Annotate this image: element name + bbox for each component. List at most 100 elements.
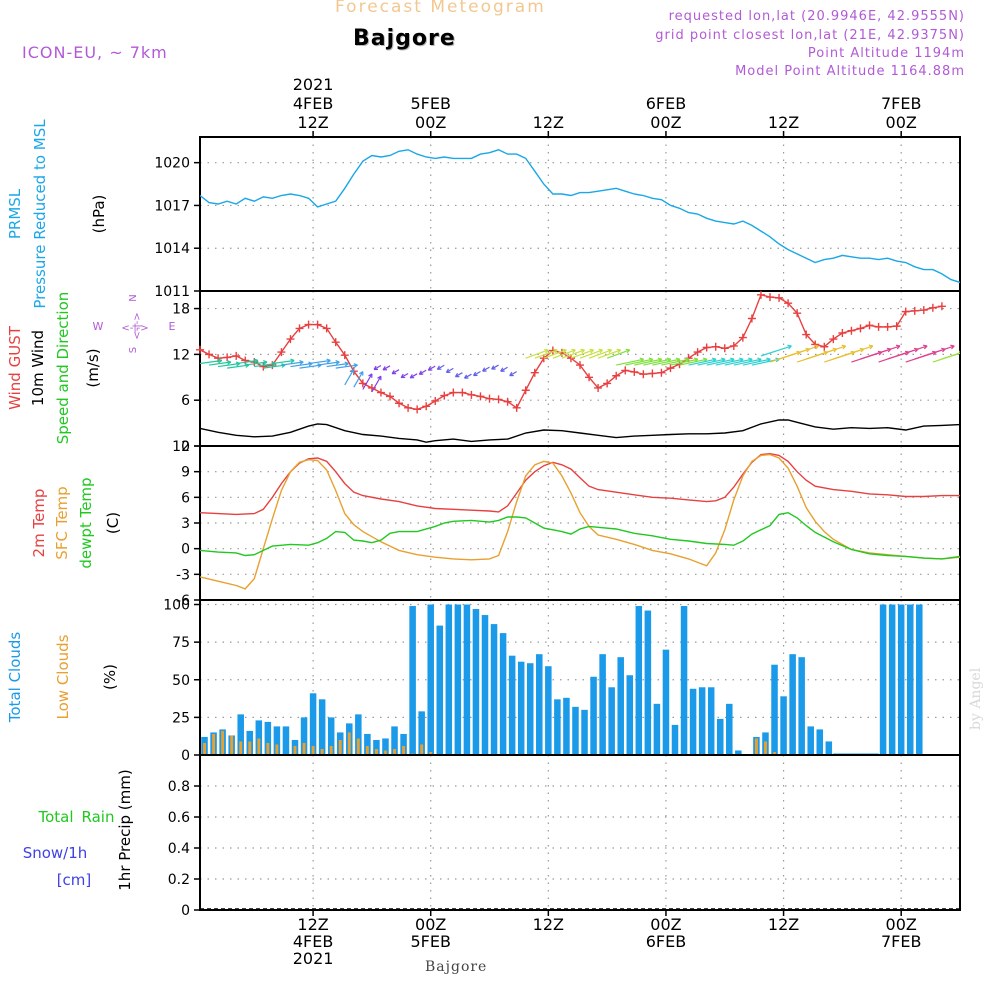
- wind-gust-marker-76: [883, 322, 892, 331]
- wind-gust-marker-59: [729, 341, 738, 350]
- clouds-total-bar-58: [726, 703, 733, 755]
- clouds-total-bar-29: [463, 604, 471, 755]
- clouds-total-bar-17: [355, 714, 362, 755]
- clouds-total-bar-23: [409, 606, 416, 755]
- wind-arrow-shaft-47: [625, 358, 653, 366]
- wind-gust-marker-55: [693, 348, 702, 357]
- wind-arrow-head-82: [968, 348, 972, 352]
- wind-label-3: (m/s): [84, 348, 102, 387]
- clouds-total-bar-40: [563, 697, 570, 755]
- wind-arrow-shaft-31: [473, 370, 481, 377]
- wind-arrow-shaft-16: [344, 369, 355, 386]
- top-time-label-5-0: 7FEB: [881, 94, 921, 113]
- wind-arrow-shaft-25: [418, 369, 427, 375]
- wind-gust-marker-43: [585, 373, 594, 382]
- top-time-label-0-1: 4FEB: [293, 94, 333, 113]
- wind-arrow-head-62: [787, 344, 792, 350]
- wind-arrow-head-0: [217, 358, 223, 364]
- wind-arrow-head-8: [290, 358, 295, 364]
- clouds-total-bar-66: [798, 657, 805, 755]
- wind-arrow-head-20: [373, 365, 379, 371]
- temp-label-2: dewpt Temp: [77, 477, 95, 568]
- wind-arrow-shaft-14: [326, 362, 349, 368]
- clouds-label-2: (%): [101, 664, 119, 690]
- wind-arrow-shaft-24: [409, 373, 418, 379]
- wind-gust-marker-69: [820, 342, 829, 351]
- wind-ytick-label-0: 0: [181, 439, 190, 455]
- top-time-label-2-0: 12Z: [533, 113, 564, 132]
- wind-arrow-shaft-49: [643, 358, 671, 366]
- wind-arrow-shaft-2: [218, 362, 240, 368]
- wind-arrow-head-43: [607, 348, 613, 354]
- clouds-total-bar-52: [671, 724, 679, 755]
- clouds-total-bar-49: [644, 610, 652, 755]
- clouds-low-bar-3: [230, 735, 234, 755]
- clouds-low-bar-20: [384, 750, 387, 755]
- wind-gust-marker-14: [322, 324, 331, 333]
- wind-gust-marker-61: [747, 314, 756, 323]
- wind-arrow-shaft-60: [742, 358, 771, 366]
- clouds-total-bar-24: [418, 711, 425, 755]
- wind-arrow-head-83: [977, 345, 981, 349]
- wind-gust-marker-24: [413, 405, 422, 414]
- bottom-time-label-4-0: 12Z: [768, 915, 799, 934]
- clouds-low-bar-1: [212, 733, 216, 755]
- clouds-total-bar-45: [608, 687, 615, 755]
- clouds-low-bar-18: [365, 745, 369, 755]
- clouds-ytick-label-2: 50: [172, 673, 190, 689]
- clouds-total-bar-18: [364, 733, 371, 755]
- wind-arrow-shaft-32: [482, 366, 490, 372]
- wind-gust-marker-80: [919, 306, 928, 315]
- wind-gust-marker-29: [458, 388, 467, 397]
- clouds-total-bar-41: [572, 706, 579, 755]
- clouds-low-bar-5: [248, 741, 252, 755]
- clouds-total-bar-67: [807, 726, 814, 755]
- wind-gust-marker-15: [331, 338, 340, 347]
- wind-arrow-shaft-54: [688, 358, 717, 366]
- bottom-time-label-3-0: 00Z: [650, 915, 681, 934]
- clouds-total-bar-56: [707, 687, 715, 755]
- wind-arrow-head-12: [326, 358, 331, 364]
- compass-horizontal-glyph: <-|->: [121, 323, 148, 334]
- clouds-low-bar-17: [356, 738, 360, 755]
- clouds-total-bar-38: [545, 666, 552, 755]
- clouds-low-bar-14: [329, 745, 333, 755]
- wind-gust-marker-46: [612, 371, 621, 380]
- clouds-total-bar-34: [508, 655, 516, 755]
- wind-gust-marker-65: [784, 299, 793, 308]
- clouds-total-bar-57: [716, 718, 724, 755]
- wind-arrow-shaft-45: [606, 349, 630, 359]
- wind-arrow-shaft-55: [697, 358, 726, 366]
- clouds-low-bar-6: [257, 738, 261, 755]
- clouds-total-bar-19: [373, 739, 380, 755]
- wind-gust-marker-26: [431, 396, 440, 405]
- clouds-total-bar-78: [906, 604, 914, 755]
- clouds-total-bar-63: [771, 664, 778, 755]
- wind-gust-marker-70: [829, 335, 838, 344]
- wind-gust-marker-77: [892, 322, 901, 331]
- wind-gust-marker-48: [630, 367, 639, 376]
- pressure-label-0: PRMSL: [6, 188, 24, 239]
- compass-east-label: E: [169, 320, 176, 333]
- wind-arrow-head-80: [950, 344, 955, 350]
- bottom-time-label-0-2: 2021: [293, 949, 334, 968]
- wind-label-1: 10m Wind: [29, 330, 47, 406]
- clouds-total-bar-39: [554, 699, 561, 755]
- wind-arrow-shaft-62: [760, 345, 792, 357]
- clouds-ytick-label-1: 25: [172, 710, 190, 726]
- clouds-total-bar-77: [897, 604, 905, 755]
- wind-arrow-shaft-50: [652, 358, 680, 366]
- wind-gust-marker-73: [856, 324, 865, 333]
- wind-arrow-shaft-12: [308, 359, 331, 365]
- wind-gust-marker-18: [358, 379, 367, 388]
- clouds-total-bar-11: [300, 717, 308, 755]
- bottom-time-label-0-1: 4FEB: [293, 932, 333, 951]
- clouds-total-bar-76: [888, 604, 896, 755]
- temp-ytick-label-5: 9: [181, 465, 190, 481]
- top-time-label-3-0: 6FEB: [646, 94, 686, 113]
- clouds-total-bar-47: [626, 675, 634, 755]
- wind-arrow-head-77: [923, 344, 928, 350]
- wind-gust-marker-25: [422, 402, 431, 411]
